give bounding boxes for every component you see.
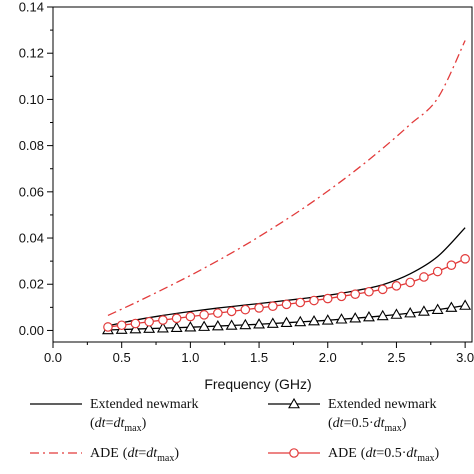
series-2-marker [335, 313, 348, 324]
series-2-marker [170, 321, 183, 332]
series-2-marker [143, 322, 156, 333]
series-2-marker [459, 299, 472, 310]
series-4-marker [405, 277, 415, 288]
x-axis-title: Frequency (GHz) [204, 376, 311, 392]
series-2-marker [156, 322, 169, 333]
series-4-marker [116, 320, 127, 331]
series-4-marker [254, 303, 264, 313]
x-tick-label: 0.5 [113, 350, 131, 365]
y-tick-label: 0.14 [19, 0, 44, 15]
legend-args-2: (dt=0.5·dtmax) [328, 416, 407, 434]
legend: Extended newmark (dt=dtmax) Extended newma… [30, 397, 440, 464]
legend-args-3: (dt=dtmax) [123, 446, 180, 464]
series-4-marker [144, 316, 154, 327]
series-4-marker [281, 299, 292, 310]
series-2-marker [445, 301, 458, 312]
series-2-marker [198, 320, 211, 331]
x-tick-label: 2.5 [387, 350, 405, 365]
series-2-marker [266, 317, 279, 328]
series-4-marker [309, 295, 319, 306]
series-4-marker [130, 318, 141, 329]
y-tick-label: 0.08 [19, 138, 44, 153]
series-4-marker [336, 291, 347, 302]
series-2-marker [349, 312, 362, 323]
x-tick-label: 2.0 [319, 350, 337, 365]
series-4-marker [199, 310, 209, 320]
series-4-marker [103, 322, 113, 332]
series-2-marker [184, 321, 197, 332]
legend-label-4: ADE [328, 446, 357, 461]
x-tick-label: 1.5 [250, 350, 268, 365]
series-4-marker [171, 313, 182, 324]
series-2-marker [253, 318, 266, 329]
series-2-marker [404, 307, 417, 318]
y-tick-label: 0.00 [19, 323, 44, 338]
series-4-marker [446, 260, 457, 270]
plot-area: 0.0 0.5 1.0 1.5 2.0 2.5 3.0 0.00 0.02 0.04 0.06 0.0… [19, 0, 474, 365]
legend-marker-4 [289, 448, 299, 458]
series-4-marker [240, 304, 251, 315]
series-4-marker [364, 286, 374, 297]
series-4-marker [377, 284, 388, 295]
x-tick-label: 1.0 [181, 350, 199, 365]
y-tick-label: 0.02 [19, 277, 44, 292]
series-2-marker [294, 315, 307, 327]
legend-marker-2 [288, 397, 300, 409]
series-4-marker [268, 301, 278, 311]
series-4-marker [185, 311, 196, 322]
series-2-marker [211, 319, 224, 331]
series-4-marker [295, 297, 306, 308]
series-4-marker [350, 289, 361, 299]
series-2-marker [225, 319, 238, 330]
series-2-marker [417, 305, 430, 316]
series-4-marker [460, 254, 470, 264]
series-2-marker [280, 316, 293, 328]
legend-label-3: ADE [90, 446, 119, 461]
y-tick-label: 0.06 [19, 184, 44, 199]
series-2-marker [431, 303, 444, 314]
x-tick-label: 3.0 [456, 350, 474, 365]
series-2-marker [376, 309, 389, 321]
series-4-marker [322, 293, 333, 304]
series-2-marker [129, 322, 142, 334]
legend-label-2: Extended newmark [328, 397, 436, 412]
series-4-marker [213, 308, 223, 318]
series-2-marker [321, 314, 334, 325]
legend-args-1: (dt=dtmax) [90, 416, 147, 434]
legend-label-1: Extended newmark [90, 397, 198, 412]
plot-frame [52, 6, 473, 343]
series-4-marker [432, 266, 443, 277]
series-4-marker [391, 281, 402, 291]
y-tick-label: 0.04 [19, 231, 44, 246]
series-4-marker [419, 272, 429, 282]
series-4-marker [226, 306, 237, 317]
series-2-marker [363, 310, 375, 322]
y-tick-label: 0.10 [19, 92, 44, 107]
y-tick-label: 0.12 [19, 46, 44, 61]
series-line-3 [107, 40, 466, 317]
series-2-marker [239, 318, 252, 330]
series-2-marker [390, 308, 403, 319]
legend-args-4: (dt=0.5·dtmax) [361, 446, 440, 464]
series-4-marker [158, 315, 168, 325]
x-tick-label: 0.0 [44, 350, 62, 365]
series-2-marker [308, 314, 320, 326]
